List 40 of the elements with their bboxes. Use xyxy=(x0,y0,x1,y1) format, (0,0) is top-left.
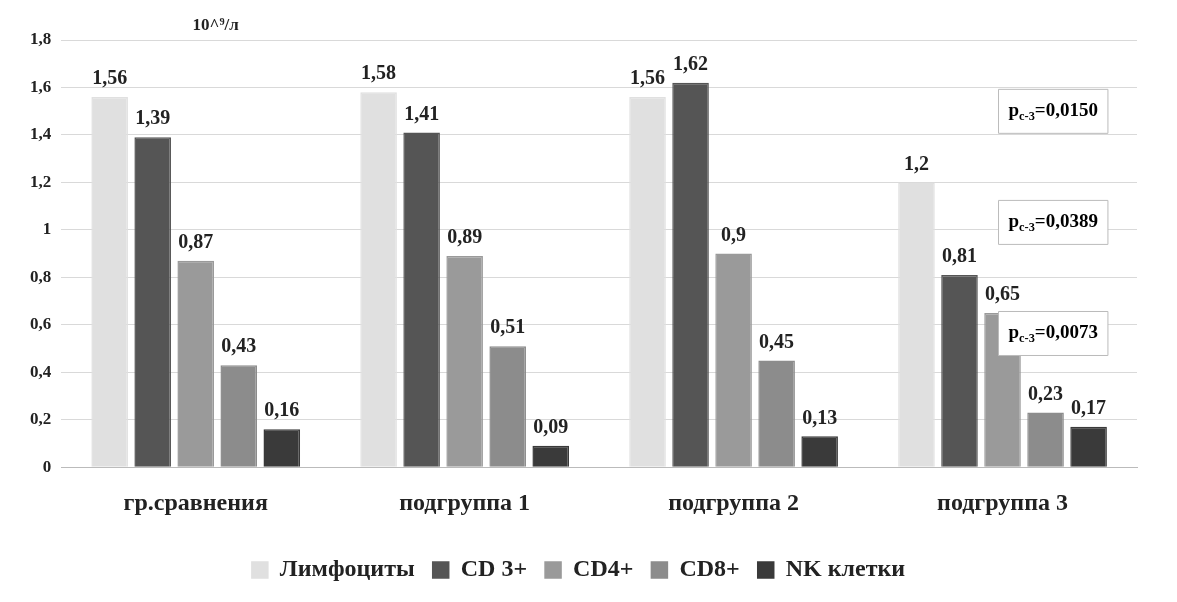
text: 10^⁹/л xyxy=(192,15,240,35)
y-tick-label: 0,6 xyxy=(30,314,52,334)
legend-label: CD 3+ xyxy=(460,555,528,582)
data-label: 0,89 xyxy=(447,225,483,248)
legend-label: CD4+ xyxy=(573,555,634,582)
data-label: 1,41 xyxy=(404,101,440,124)
y-tick-label: 0 xyxy=(42,456,52,476)
data-label: 1,56 xyxy=(630,66,666,89)
data-label: 0,23 xyxy=(1028,381,1064,404)
x-tick-label: гр.сравнения xyxy=(123,488,268,515)
data-label: 0,16 xyxy=(264,398,300,421)
data-label: 0,9 xyxy=(721,222,747,245)
data-label: 0,87 xyxy=(178,229,214,252)
data-label: 0,17 xyxy=(1071,396,1107,419)
y-tick-label: 1,6 xyxy=(30,76,52,96)
legend-label: NK клетки xyxy=(785,555,906,582)
legend-label: Лимфоциты xyxy=(279,555,415,582)
data-label: 0,43 xyxy=(221,334,257,357)
legend-label: CD8+ xyxy=(679,555,740,582)
data-label: 0,81 xyxy=(942,244,977,267)
data-label: 1,56 xyxy=(92,66,128,89)
data-label: 1,58 xyxy=(361,61,397,84)
x-tick-label: подгруппа 2 xyxy=(668,488,800,515)
data-label: 1,2 xyxy=(903,151,929,174)
y-tick-label: 1,2 xyxy=(30,171,52,191)
data-label: 1,39 xyxy=(135,106,171,129)
y-tick-label: 1,8 xyxy=(30,29,52,49)
x-tick-label: подгруппа 1 xyxy=(399,488,531,515)
data-label: 0,13 xyxy=(802,405,838,428)
data-label: 0,09 xyxy=(533,415,569,438)
data-label: 0,51 xyxy=(490,315,526,338)
y-tick-label: 1,4 xyxy=(30,124,52,144)
y-tick-label: 0,4 xyxy=(30,361,52,381)
y-tick-label: 0,8 xyxy=(30,266,52,286)
x-tick-label: подгруппа 3 xyxy=(937,488,1068,515)
y-tick-label: 1 xyxy=(42,219,52,239)
data-label: 0,45 xyxy=(759,329,795,352)
data-label: 0,65 xyxy=(985,282,1021,305)
y-tick-label: 0,2 xyxy=(30,409,52,429)
data-label: 1,62 xyxy=(673,51,709,74)
